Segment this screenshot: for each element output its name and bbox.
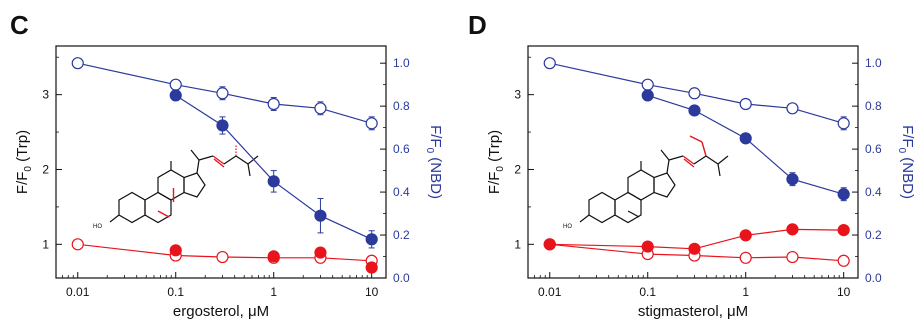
right-y-tick-label: 0.2 — [393, 228, 410, 242]
data-point — [169, 89, 182, 102]
right-y-tick-label: 0.6 — [393, 142, 410, 156]
data-point — [71, 238, 84, 251]
right-y-axis-label: F/F0 (NBD) — [896, 125, 916, 199]
data-point — [314, 246, 327, 259]
left-y-tick-label: 3 — [514, 88, 521, 102]
data-point — [641, 78, 654, 91]
data-point — [786, 173, 799, 186]
plot-area: 0.01 0.1 1 10 1 2 3 0.0 0.2 0.4 0.6 0.8 1.0 — [514, 56, 882, 299]
series-line — [175, 94, 372, 240]
data-point — [71, 57, 84, 70]
data-point — [739, 97, 752, 111]
data-point — [688, 104, 701, 117]
right-y-tick-label: 0.8 — [393, 99, 410, 113]
x-axis-label: stigmasterol, μM — [638, 303, 748, 320]
left-y-tick-label: 2 — [514, 162, 521, 176]
series-line — [77, 62, 372, 124]
right-y-tick-label: 0.6 — [865, 142, 882, 156]
x-tick-label: 0.01 — [538, 285, 562, 299]
left-y-tick-label: 1 — [514, 237, 521, 251]
plot-frame — [527, 45, 859, 279]
data-point — [267, 97, 280, 111]
data-point — [739, 251, 752, 264]
data-point — [314, 209, 327, 222]
left-y-axis-label: F/F0 (Trp) — [486, 130, 506, 194]
hydroxyl-label: HO — [563, 224, 572, 230]
right-y-tick-label: 0.4 — [393, 185, 410, 199]
right-y-tick-label: 1.0 — [393, 56, 410, 70]
x-tick-label: 1 — [742, 285, 749, 299]
ergosterol-structure-icon — [109, 144, 259, 224]
x-tick-label: 0.01 — [66, 285, 90, 299]
series-line — [549, 228, 844, 250]
data-point — [169, 78, 182, 91]
data-point — [267, 250, 280, 263]
right-y-tick-label: 0.4 — [865, 185, 882, 199]
data-point — [688, 242, 701, 255]
right-y-tick-label: 0.2 — [865, 228, 882, 242]
data-point — [837, 117, 850, 130]
data-point — [837, 188, 850, 201]
data-point — [216, 250, 229, 264]
data-point — [837, 254, 850, 267]
data-point — [365, 117, 378, 130]
x-tick-label: 10 — [365, 285, 379, 299]
data-point — [786, 250, 799, 264]
hydroxyl-label: HO — [93, 224, 102, 230]
data-point — [641, 240, 654, 253]
data-point — [786, 223, 799, 236]
panel-letter: D — [468, 10, 487, 40]
series-line — [549, 243, 844, 262]
series-line — [77, 243, 372, 262]
data-point — [314, 102, 327, 115]
panel-letter: C — [10, 10, 29, 40]
stigmasterol-structure-icon — [579, 135, 729, 224]
left-y-tick-label: 3 — [42, 88, 49, 102]
series-line — [549, 62, 844, 124]
right-y-tick-label: 0.0 — [393, 271, 410, 285]
plot-area: 0.01 0.1 1 10 1 2 3 0.0 0.2 0.4 0.6 0.8 1.0 — [42, 56, 410, 299]
data-point — [365, 261, 378, 274]
data-point — [739, 132, 752, 145]
series-line — [647, 94, 844, 195]
right-y-tick-label: 1.0 — [865, 56, 882, 70]
data-point — [786, 102, 799, 115]
data-point — [739, 229, 752, 242]
plot-frame — [55, 45, 387, 279]
data-point — [641, 89, 654, 102]
right-y-tick-label: 0.0 — [865, 271, 882, 285]
data-point — [837, 224, 850, 237]
x-tick-label: 0.1 — [639, 285, 656, 299]
x-tick-label: 0.1 — [167, 285, 184, 299]
data-point — [216, 119, 229, 132]
x-axis-label: ergosterol, μM — [173, 303, 269, 320]
left-y-tick-label: 1 — [42, 237, 49, 251]
data-point — [216, 87, 229, 100]
data-point — [169, 244, 182, 257]
data-point — [543, 238, 556, 251]
data-point — [688, 87, 701, 100]
x-tick-label: 10 — [837, 285, 851, 299]
x-tick-label: 1 — [270, 285, 277, 299]
data-point — [365, 233, 378, 246]
right-y-tick-label: 0.8 — [865, 99, 882, 113]
right-y-axis-label: F/F0 (NBD) — [424, 125, 444, 199]
left-y-axis-label: F/F0 (Trp) — [14, 130, 34, 194]
data-point — [267, 175, 280, 188]
data-point — [543, 57, 556, 70]
left-y-tick-label: 2 — [42, 162, 49, 176]
